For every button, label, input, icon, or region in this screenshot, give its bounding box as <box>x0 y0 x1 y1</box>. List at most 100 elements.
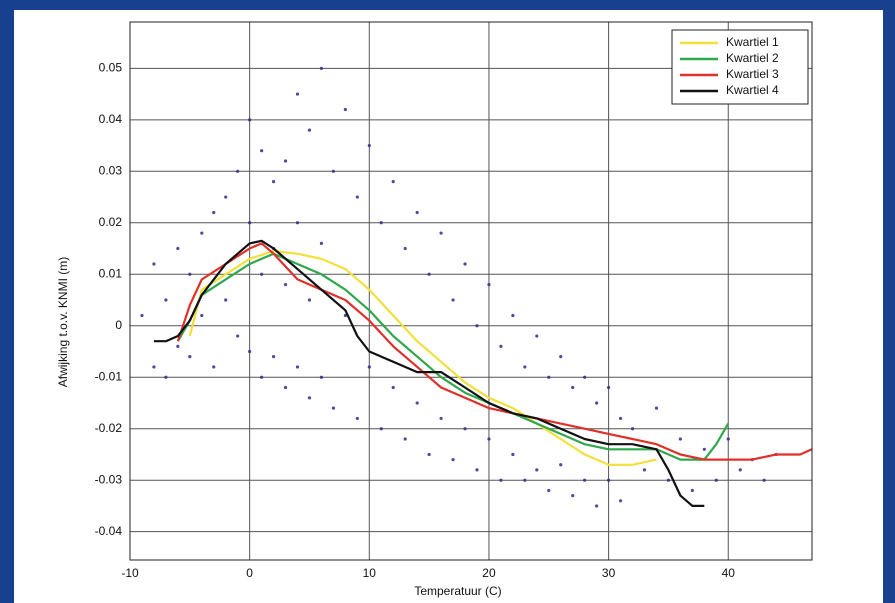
scatter-point <box>271 355 276 359</box>
scatter-point <box>535 468 539 472</box>
legend-label: Kwartiel 1 <box>726 35 779 49</box>
y-tick-label: 0 <box>115 318 122 332</box>
scatter-point <box>140 313 144 318</box>
chart: Temperatuur (C) Afwijking t.o.v. KNMI (m… <box>56 21 813 598</box>
scatter-point <box>666 478 671 482</box>
x-tick-label: -10 <box>121 566 139 580</box>
scatter-point <box>630 427 635 431</box>
quartile-line <box>188 250 657 466</box>
scatter-point <box>726 437 730 441</box>
scatter-point <box>690 488 694 493</box>
scatter-point <box>511 452 515 457</box>
scatter-points <box>140 66 778 508</box>
scatter-point <box>403 246 407 251</box>
x-axis-label: Temperatuur (C) <box>414 584 501 598</box>
scatter-point <box>248 349 252 354</box>
scatter-point <box>451 298 455 302</box>
scatter-point <box>559 355 563 359</box>
scatter-point <box>523 478 527 482</box>
scatter-point <box>260 375 264 379</box>
scatter-point <box>188 272 192 276</box>
y-tick-label: 0.03 <box>99 163 123 177</box>
y-tick-label: -0.03 <box>95 472 123 486</box>
scatter-point <box>571 385 575 390</box>
scatter-point <box>523 365 527 369</box>
scatter-point <box>152 262 156 266</box>
scatter-point <box>714 478 718 482</box>
scatter-point <box>260 272 264 276</box>
scatter-point <box>618 416 623 421</box>
scatter-point <box>355 416 359 421</box>
legend-label: Kwartiel 3 <box>726 67 779 81</box>
y-tick-label: -0.02 <box>95 421 123 435</box>
scatter-point <box>475 324 479 328</box>
y-tick-label: -0.01 <box>95 369 123 383</box>
scatter-point <box>367 143 371 148</box>
scatter-point <box>595 401 599 405</box>
scatter-point <box>283 385 288 390</box>
scatter-point <box>451 458 455 462</box>
scatter-point <box>391 385 395 390</box>
scatter-point <box>319 241 324 245</box>
scatter-point <box>367 365 371 369</box>
legend-label: Kwartiel 4 <box>726 83 779 97</box>
scatter-point <box>403 437 407 441</box>
scatter-point <box>248 221 252 225</box>
scatter-point <box>487 282 491 287</box>
scatter-point <box>583 375 587 379</box>
scatter-point <box>200 313 204 318</box>
scatter-point <box>439 231 443 235</box>
scatter-point <box>295 92 300 96</box>
scatter-point <box>415 210 419 215</box>
scatter-point <box>427 452 431 457</box>
x-tick-label: 10 <box>363 566 377 580</box>
scatter-point <box>762 478 766 482</box>
scatter-point <box>152 365 156 369</box>
scatter-point <box>295 365 300 369</box>
scatter-point <box>475 468 479 472</box>
scatter-point <box>212 210 216 215</box>
scatter-point <box>164 375 168 379</box>
scatter-point <box>164 298 168 302</box>
scatter-point <box>678 437 682 441</box>
scatter-point <box>283 282 288 287</box>
scatter-point <box>248 118 252 122</box>
scatter-point <box>236 334 240 338</box>
scatter-point <box>547 375 551 379</box>
scatter-point <box>307 298 312 302</box>
scatter-point <box>654 406 659 410</box>
quartile-line <box>153 239 705 507</box>
y-tick-label: 0.04 <box>99 112 123 126</box>
scatter-point <box>702 447 706 451</box>
scatter-point <box>260 149 264 153</box>
scatter-point <box>618 499 623 503</box>
scatter-point <box>606 478 611 482</box>
scatter-point <box>224 195 228 199</box>
scatter-point <box>236 169 240 173</box>
scatter-point <box>200 231 204 235</box>
scatter-point <box>379 427 383 431</box>
scatter-point <box>463 262 467 266</box>
scatter-point <box>319 66 324 70</box>
y-tick-label: 0.05 <box>99 61 123 75</box>
scatter-point <box>642 468 647 472</box>
x-tick-label: 20 <box>482 566 496 580</box>
scatter-point <box>427 272 431 276</box>
scatter-point <box>738 468 742 472</box>
scatter-point <box>283 159 288 163</box>
scatter-point <box>331 169 336 173</box>
scatter-point <box>343 313 347 318</box>
quartile-line <box>176 242 813 461</box>
scatter-point <box>499 344 503 348</box>
plot-border <box>129 21 813 561</box>
scatter-point <box>379 221 383 225</box>
scatter-point <box>499 478 503 482</box>
scatter-point <box>559 463 563 467</box>
plot-area <box>130 22 812 560</box>
scatter-point <box>307 128 312 132</box>
scatter-point <box>212 365 216 369</box>
scatter-point <box>355 195 359 199</box>
scatter-point <box>511 313 515 318</box>
x-tick-label: 40 <box>722 566 736 580</box>
scatter-point <box>343 107 347 112</box>
